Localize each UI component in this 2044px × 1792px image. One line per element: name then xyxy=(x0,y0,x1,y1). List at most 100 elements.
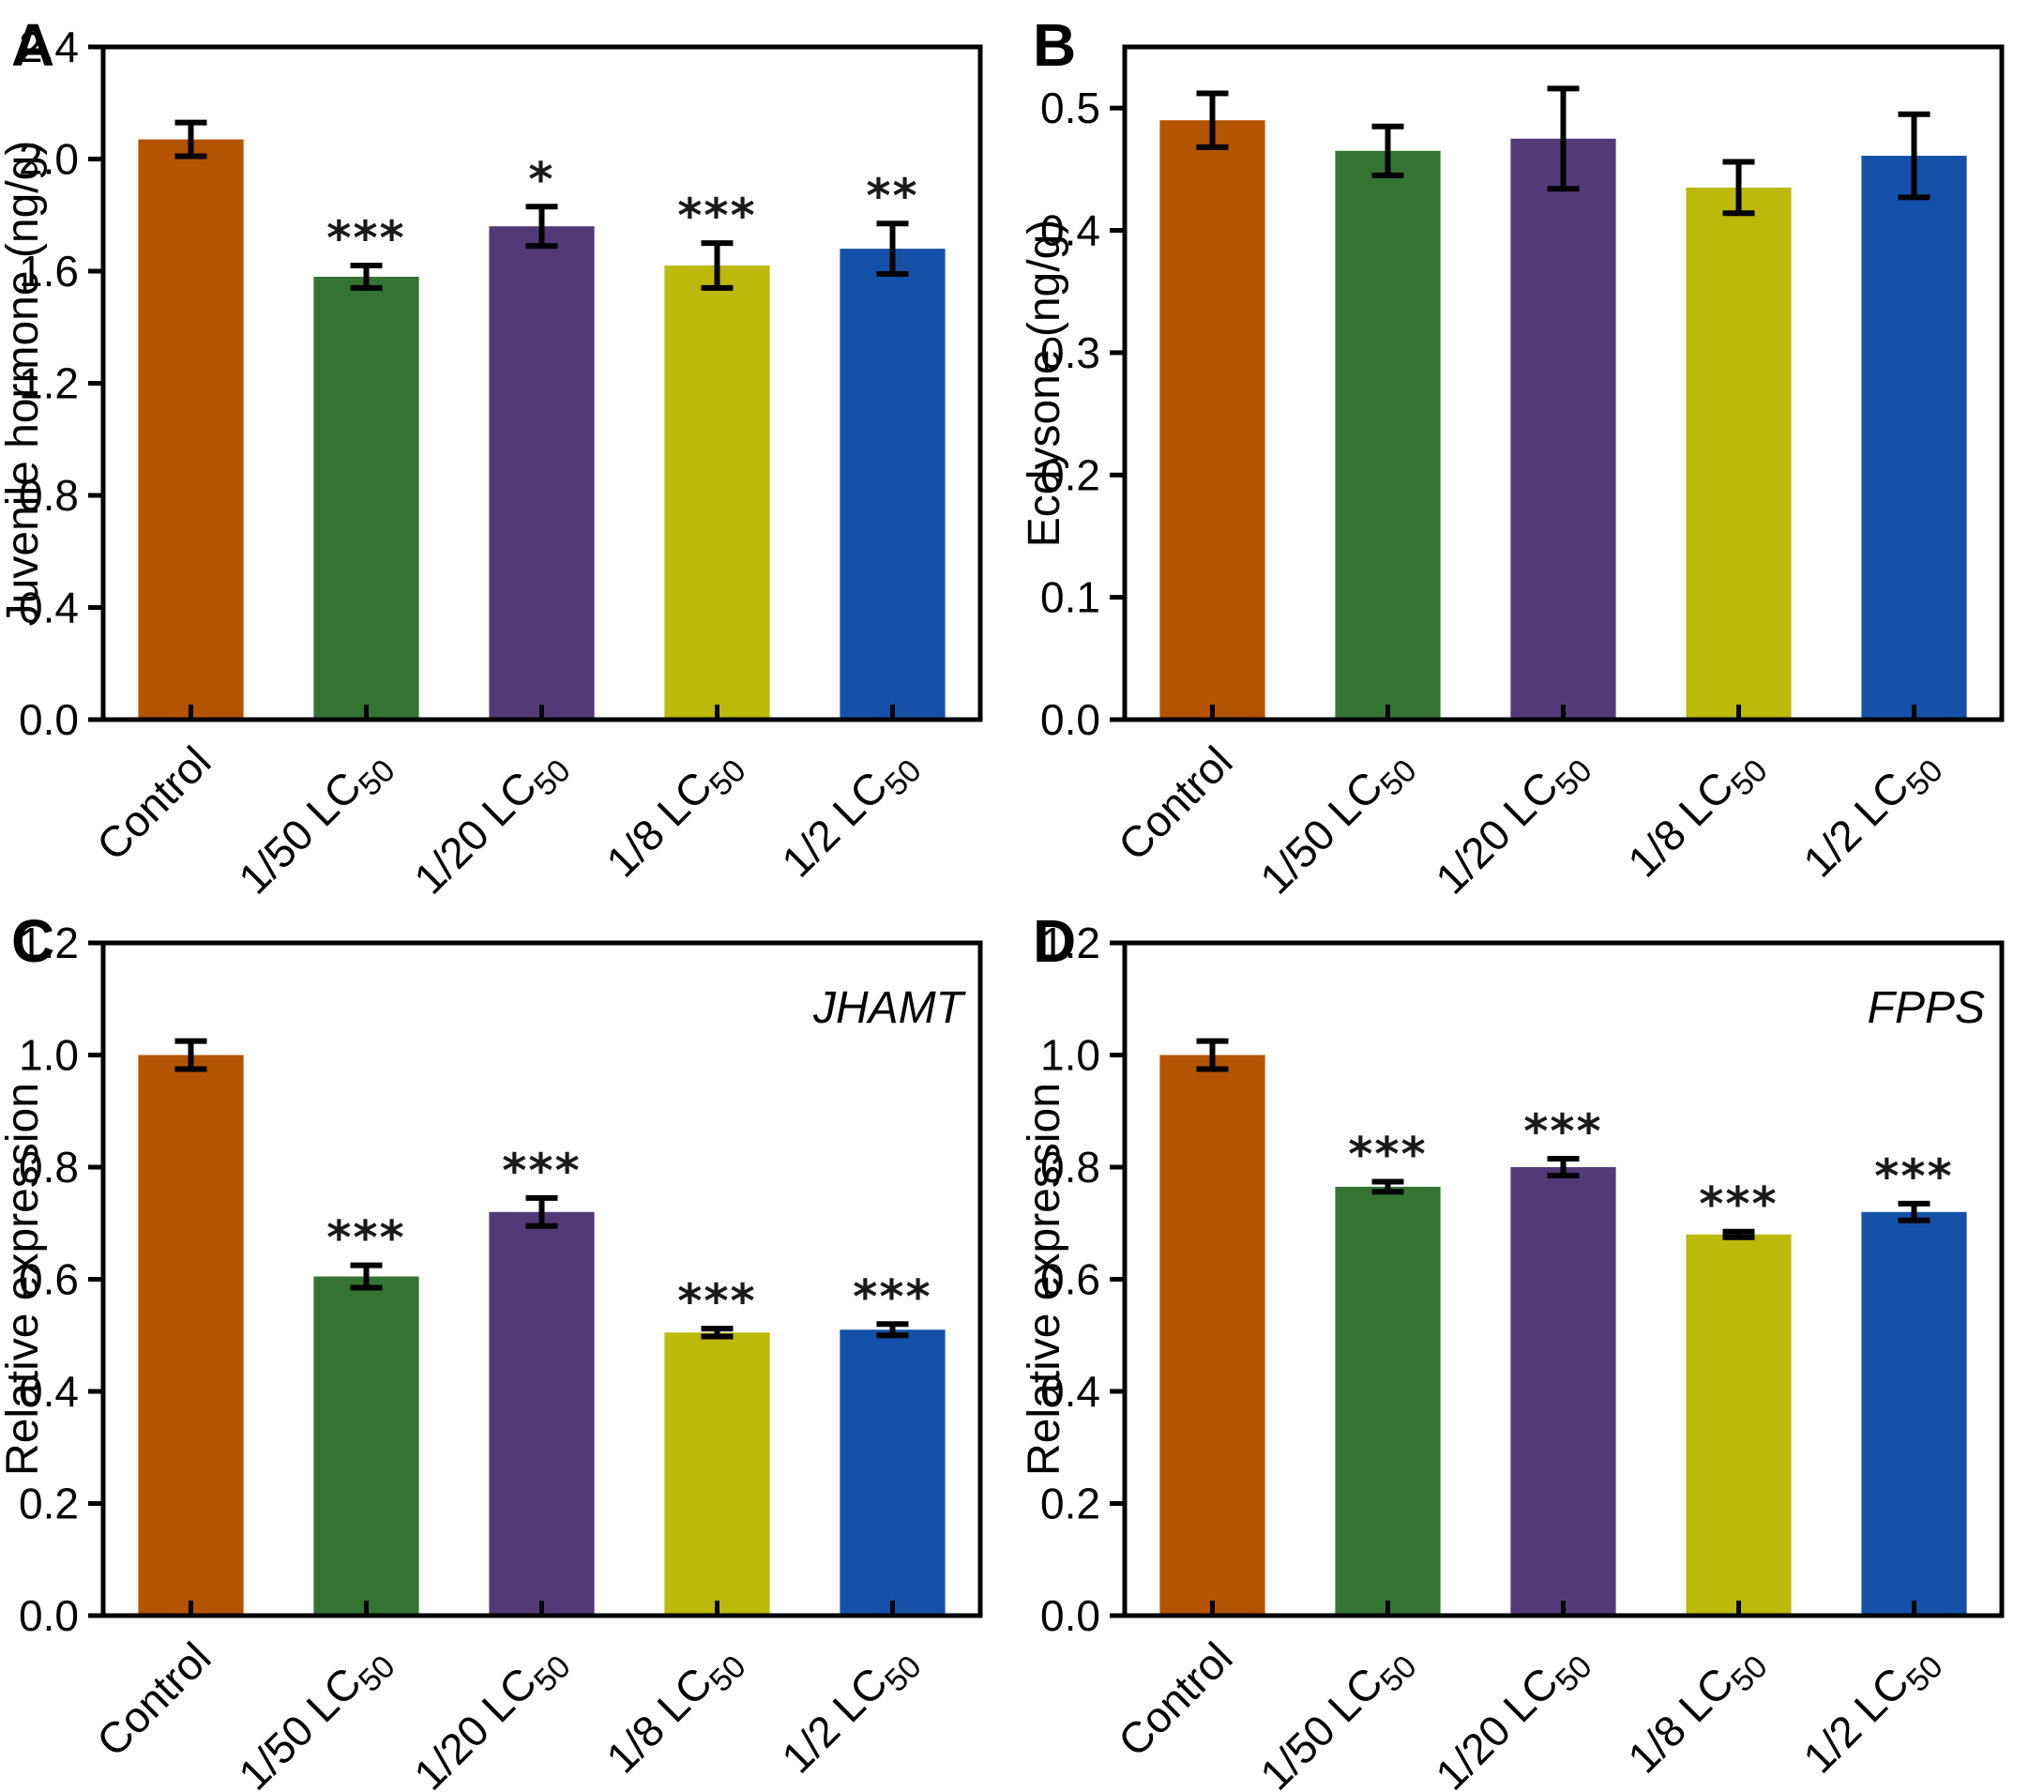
significance-marker: ** xyxy=(866,169,918,223)
y-tick-label: 0.0 xyxy=(1040,1591,1100,1640)
x-tick-label: 1/2 LC50 xyxy=(1794,1633,1949,1788)
bar-chart-jhamt-expression: *** *** *** *** 0.0 0.2 0.4 0.6 0.8 1.0 1.2 Control… xyxy=(0,919,983,1792)
error-bar xyxy=(350,1262,383,1291)
x-tick-label-base: 1/2 LC xyxy=(1794,762,1918,887)
error-bar xyxy=(1547,85,1580,192)
y-tick-label: 0.4 xyxy=(19,584,79,632)
x-tick-label-base: 1/8 LC xyxy=(597,762,721,887)
bar xyxy=(664,1332,770,1616)
bar-chart-ecdysone: 0.0 0.1 0.2 0.3 0.4 0.5 Control 1/50 LC50 1/20 L… xyxy=(1022,44,2005,896)
y-tick-label: 1.2 xyxy=(19,359,79,408)
error-bar xyxy=(1722,1228,1755,1240)
y-tick-label: 0.8 xyxy=(1040,1143,1100,1192)
y-axis-label: Juvenile hormone (ng/g) xyxy=(0,141,48,627)
gene-label: FPPS xyxy=(1868,983,1985,1033)
error-bar xyxy=(525,204,558,250)
significance-marker: *** xyxy=(1348,1128,1427,1182)
panel-c: *** *** *** *** 0.0 0.2 0.4 0.6 0.8 1.0 1.2 Control… xyxy=(0,896,1022,1792)
bar xyxy=(664,266,770,720)
significance-marker: *** xyxy=(1699,1177,1778,1232)
x-tick-label-base: Control xyxy=(87,1633,220,1766)
bar xyxy=(1335,1186,1441,1616)
x-tick-label: 1/50 LC50 xyxy=(229,737,402,896)
x-tick-label-base: Control xyxy=(1109,737,1242,870)
x-tick-label-base: 1/50 LC xyxy=(229,762,371,896)
x-tick-label: 1/8 LC50 xyxy=(1618,1633,1774,1788)
x-tick-label-base: 1/20 LC xyxy=(404,762,546,896)
y-tick-label: 0.4 xyxy=(1040,1367,1100,1416)
y-tick-label: 0.1 xyxy=(1040,573,1100,622)
bar-chart-fpps-expression: *** *** *** *** 0.0 0.2 0.4 0.6 0.8 1.0 1.2 Control… xyxy=(1022,919,2005,1792)
x-tick-label-base: 1/20 LC xyxy=(1426,1658,1567,1792)
bar xyxy=(1861,156,1967,721)
y-tick-label: 1.2 xyxy=(1040,919,1100,967)
panel-letter-c: C xyxy=(11,907,55,975)
x-tick-label: 1/2 LC50 xyxy=(1794,737,1949,892)
x-tick-label-base: 1/2 LC xyxy=(772,762,897,887)
y-tick-label: 0.0 xyxy=(1040,695,1100,744)
y-tick-label: 2.4 xyxy=(19,23,79,71)
error-bar xyxy=(1371,123,1404,178)
y-tick-label: 0.6 xyxy=(19,1255,79,1304)
x-tick-label-base: 1/50 LC xyxy=(1250,1658,1392,1792)
x-tick-label: 1/20 LC50 xyxy=(1426,1633,1599,1792)
y-tick-label: 1.0 xyxy=(1040,1031,1100,1080)
panel-letter-b: B xyxy=(1033,11,1077,79)
bar xyxy=(1686,187,1792,720)
x-tick-label: Control xyxy=(87,737,220,870)
bar xyxy=(1510,1167,1616,1616)
significance-marker: *** xyxy=(853,1269,931,1324)
bar xyxy=(1159,120,1265,720)
y-tick-label: 0.2 xyxy=(1040,450,1100,499)
x-tick-label: 1/50 LC50 xyxy=(1250,737,1424,896)
x-tick-label: Control xyxy=(87,1633,220,1766)
x-tick-label-base: Control xyxy=(87,737,220,870)
panel-letter-a: A xyxy=(11,11,55,79)
x-tick-label: 1/8 LC50 xyxy=(597,737,752,892)
bar xyxy=(1159,1055,1265,1616)
x-tick-label-base: 1/50 LC xyxy=(1250,762,1392,896)
error-bar xyxy=(1371,1178,1404,1195)
bar xyxy=(489,1211,595,1616)
error-bar xyxy=(525,1194,558,1229)
error-bar xyxy=(1898,1200,1930,1223)
error-bar xyxy=(1722,159,1755,217)
panel-d: *** *** *** *** 0.0 0.2 0.4 0.6 0.8 1.0 1.2 Control… xyxy=(1022,896,2043,1792)
bar xyxy=(840,1329,946,1616)
x-tick-label-base: 1/8 LC xyxy=(1618,1658,1743,1783)
bar xyxy=(489,226,595,720)
y-tick-label: 1.6 xyxy=(19,247,79,296)
x-tick-label: 1/50 LC50 xyxy=(1250,1633,1424,1792)
y-tick-label: 1.0 xyxy=(19,1031,79,1080)
significance-marker: *** xyxy=(677,1274,756,1329)
y-tick-label: 0.6 xyxy=(1040,1255,1100,1304)
bar xyxy=(138,1055,244,1616)
x-tick-label: 1/20 LC50 xyxy=(404,737,578,896)
significance-marker: *** xyxy=(502,1144,581,1198)
y-tick-label: 0.2 xyxy=(1040,1480,1100,1528)
x-tick-label: 1/2 LC50 xyxy=(772,1633,928,1788)
panel-b: 0.0 0.1 0.2 0.3 0.4 0.5 Control 1/50 LC50 1/20 L… xyxy=(1022,0,2043,896)
x-tick-label-base: 1/8 LC xyxy=(1618,762,1743,887)
x-tick-label-base: 1/50 LC xyxy=(229,1658,371,1792)
x-tick-label: 1/20 LC50 xyxy=(404,1633,578,1792)
bar xyxy=(1686,1234,1792,1616)
x-tick-label: Control xyxy=(1109,737,1242,870)
error-bar xyxy=(1196,90,1229,150)
y-axis-label: Relative expression xyxy=(0,1083,48,1476)
bar xyxy=(1510,138,1616,721)
x-tick-label-base: 1/8 LC xyxy=(597,1658,721,1783)
x-tick-label-base: 1/2 LC xyxy=(1794,1658,1918,1783)
bar xyxy=(313,1276,419,1616)
y-tick-label: 0.5 xyxy=(1040,84,1100,132)
y-tick-label: 0.3 xyxy=(1040,328,1100,377)
error-bar xyxy=(1196,1038,1229,1072)
x-tick-label: 1/50 LC50 xyxy=(229,1633,402,1792)
y-tick-label: 0.2 xyxy=(19,1480,79,1528)
y-tick-label: 0.0 xyxy=(19,1591,79,1640)
significance-marker: *** xyxy=(1523,1104,1602,1159)
x-tick-label: 1/8 LC50 xyxy=(1618,737,1774,892)
y-tick-label: 0.8 xyxy=(19,471,79,520)
bar xyxy=(1335,150,1441,721)
